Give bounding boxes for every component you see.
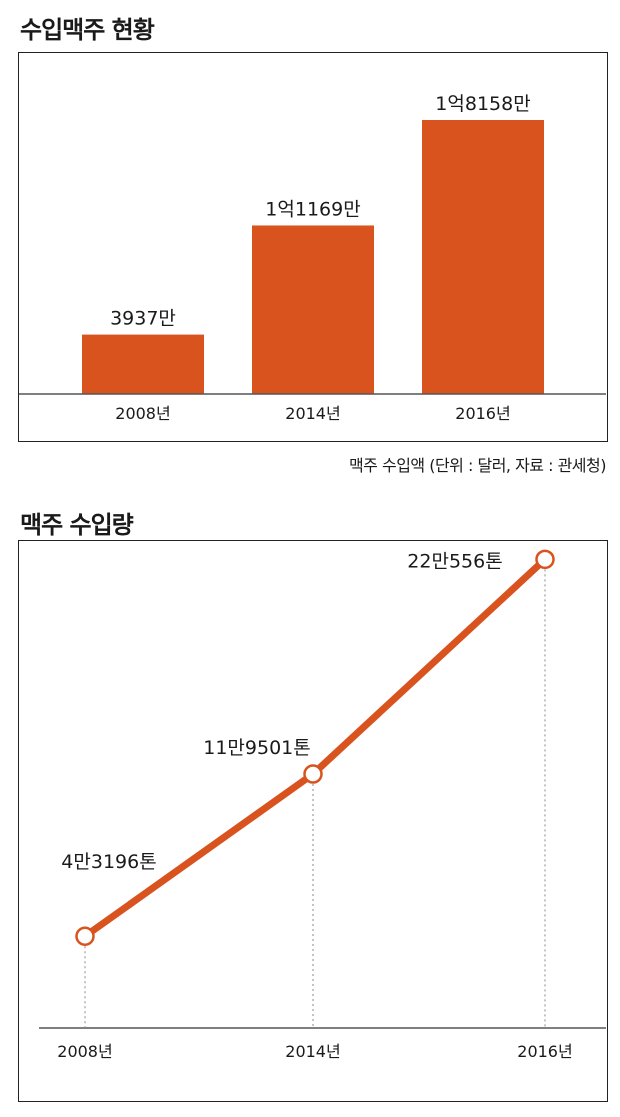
bar-chart-caption: 맥주 수입액 (단위 : 달러, 자료 : 관세청) (348, 456, 607, 475)
data-point-0 (75, 926, 95, 946)
bar-1 (252, 225, 374, 394)
bar-chart-title: 수입맥주 현황 (20, 16, 155, 44)
bar-value-label-2: 1억8158만 (435, 93, 530, 115)
bar-value-label-0: 3937만 (110, 308, 176, 330)
x-tick-label-0: 2008년 (57, 1042, 112, 1061)
point-value-label-0: 4만3196톤 (61, 851, 156, 873)
data-point-2 (535, 549, 555, 570)
x-tick-label-2: 2016년 (455, 404, 510, 423)
bar-0 (82, 334, 204, 394)
x-tick-label-1: 2014년 (285, 404, 340, 423)
bar-value-label-1: 1억1169만 (265, 198, 360, 220)
line-chart-title: 맥주 수입량 (20, 511, 134, 539)
x-tick-label-2: 2016년 (517, 1042, 572, 1061)
bar-chart-frame: 3937만 2008년 1억1169만 2014년 1억8158만 2016년 (18, 52, 608, 442)
series-line (81, 555, 549, 940)
point-value-label-1: 11만9501톤 (203, 737, 311, 759)
bar-2 (422, 120, 544, 395)
x-tick-label-1: 2014년 (285, 1042, 340, 1061)
bar-chart: 3937만 2008년 1억1169만 2014년 1억8158만 2016년 (19, 93, 606, 423)
point-value-label-2: 22만556톤 (407, 550, 502, 572)
line-chart: 4만3196톤 2008년 11만9501톤 2014년 22만556톤 2016년 (39, 549, 606, 1061)
line-chart-frame: 4만3196톤 2008년 11만9501톤 2014년 22만556톤 2016년 (18, 540, 608, 1102)
data-point-1 (303, 764, 323, 784)
x-tick-label-0: 2008년 (115, 404, 170, 423)
